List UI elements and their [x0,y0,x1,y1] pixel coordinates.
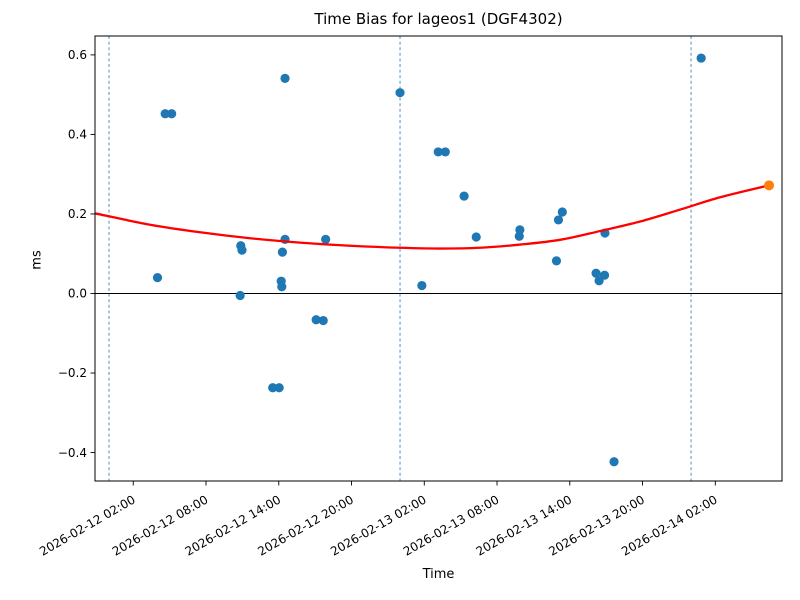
fit-curve [94,184,771,250]
scatter-point [459,191,469,201]
scatter-point [471,232,481,242]
fit-endpoint [764,180,775,191]
scatter-point [433,147,443,157]
scatter-point [591,268,601,278]
scatter-point [311,315,321,325]
scatter-point [321,234,331,245]
scatter-point [553,215,564,225]
scatter-point [167,109,177,119]
scatter-point [551,256,562,266]
scatter-point [318,315,328,326]
scatter-point [274,383,284,393]
y-tick-label: 0.0 [68,287,87,301]
scatter-point [277,247,288,257]
scatter-point [417,280,427,291]
scatter-point [514,231,524,241]
scatter-point [237,245,247,255]
scatter-point [395,88,405,98]
scatter-point [235,290,245,301]
scatter-point [277,282,287,292]
scatter-point [268,383,278,393]
scatter-point [609,457,619,467]
chart-title: Time Bias for lageos1 (DGF4302) [314,10,563,28]
y-tick-label: 0.2 [68,207,87,221]
plot-border [94,35,783,482]
y-tick-label: −0.4 [58,446,87,460]
scatter-point [594,276,604,286]
scatter-point [696,53,706,63]
y-axis-label: ms [29,250,45,270]
y-tick-label: 0.4 [68,128,87,142]
scatter-point [152,272,163,283]
scatter-point [440,147,450,157]
scatter-point [557,207,567,217]
y-tick-label: −0.2 [58,366,87,380]
scatter-point [160,109,170,119]
x-axis-label: Time [422,567,455,582]
y-tick-label: 0.6 [68,48,87,62]
scatter-point [280,73,290,83]
